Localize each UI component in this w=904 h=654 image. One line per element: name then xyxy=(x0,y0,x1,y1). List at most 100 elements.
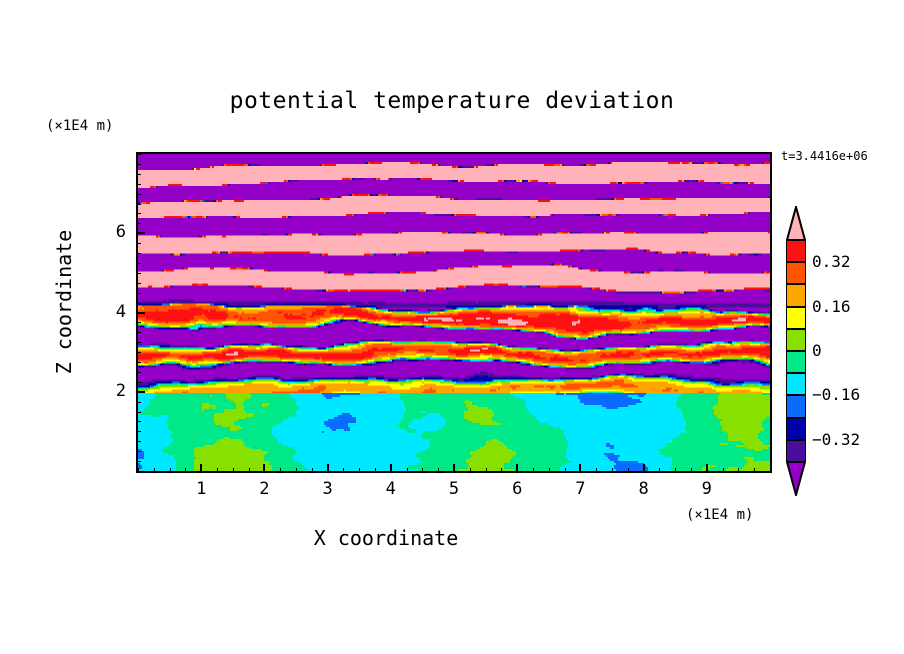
x-axis-tick-label: 5 xyxy=(448,479,460,499)
y-axis-tick-label: 6 xyxy=(115,222,126,243)
y-axis-tick-label: 2 xyxy=(115,380,126,401)
x-axis-minor-tick xyxy=(422,468,424,473)
colorbar-band xyxy=(786,417,806,440)
y-axis-minor-tick xyxy=(136,431,141,433)
colorbar-band xyxy=(786,240,806,263)
y-axis-minor-tick xyxy=(136,223,141,225)
x-axis-minor-tick xyxy=(770,468,771,473)
x-axis-minor-tick xyxy=(722,468,724,473)
x-axis-minor-tick xyxy=(153,468,155,473)
y-axis-minor-tick xyxy=(136,401,141,403)
colorbar-tick-label: 0.32 xyxy=(812,252,851,272)
x-axis-tick-label: 4 xyxy=(385,479,396,499)
x-axis-minor-tick xyxy=(217,468,218,473)
x-axis-tick-label: 6 xyxy=(512,479,523,499)
x-axis-major-tick xyxy=(705,464,708,473)
y-axis-minor-tick xyxy=(136,371,141,373)
x-axis-minor-tick xyxy=(612,468,613,473)
y-axis-minor-tick xyxy=(136,471,141,472)
x-axis-minor-tick xyxy=(596,468,598,473)
x-axis-major-tick xyxy=(389,464,392,473)
colorbar-overflow-arrow-bottom xyxy=(785,461,807,499)
x-axis-minor-tick xyxy=(564,468,566,473)
x-axis-minor-tick xyxy=(248,468,250,473)
timestamp-annotation: t=3.4416e+06 xyxy=(781,149,868,163)
y-axis-title: Z coordinate xyxy=(52,229,76,375)
y-axis-minor-tick xyxy=(136,451,141,453)
y-axis-minor-tick xyxy=(136,154,141,155)
y-axis-minor-tick xyxy=(136,272,141,274)
x-axis-minor-tick xyxy=(375,468,376,473)
x-axis-minor-tick xyxy=(438,468,440,473)
y-axis-minor-tick xyxy=(136,332,141,334)
x-axis-major-tick xyxy=(200,464,203,473)
y-axis-minor-tick xyxy=(136,342,141,344)
y-axis-minor-tick xyxy=(136,193,141,195)
y-axis-minor-tick xyxy=(136,322,141,324)
y-axis-minor-tick xyxy=(136,292,141,294)
y-axis-minor-tick xyxy=(136,203,141,205)
x-axis-minor-tick xyxy=(280,468,282,473)
colorbar-overflow-arrow-top xyxy=(785,203,807,241)
x-axis-minor-tick xyxy=(548,468,550,473)
x-axis-title: X coordinate xyxy=(313,526,459,550)
colorbar-tick-label: 0.16 xyxy=(812,296,851,316)
colorbar-band xyxy=(786,328,806,351)
y-axis-minor-tick xyxy=(136,352,141,354)
y-axis-minor-tick xyxy=(136,173,141,175)
y-axis-minor-tick xyxy=(136,441,141,443)
y-axis-minor-tick xyxy=(136,381,141,383)
x-axis-minor-tick xyxy=(343,468,345,473)
colorbar-band xyxy=(786,262,806,285)
y-axis-minor-tick xyxy=(136,183,141,185)
colorbar-band xyxy=(786,306,806,329)
x-axis-minor-tick xyxy=(311,468,313,473)
x-axis-minor-tick xyxy=(675,468,677,473)
x-axis-minor-tick xyxy=(359,468,361,473)
x-axis-major-tick xyxy=(516,464,519,473)
x-axis-tick-label: 2 xyxy=(259,479,270,499)
y-axis-minor-tick xyxy=(136,421,141,423)
y-axis-minor-tick xyxy=(136,243,141,245)
x-axis-minor-tick xyxy=(501,468,503,473)
scalar-field-image xyxy=(138,154,770,471)
x-axis-minor-tick xyxy=(138,468,139,473)
x-axis-minor-tick xyxy=(533,468,534,473)
x-axis-major-tick xyxy=(326,464,329,473)
x-axis-minor-tick xyxy=(485,468,487,473)
x-axis-major-tick xyxy=(579,464,582,473)
colorbar xyxy=(785,203,807,499)
x-axis-minor-tick xyxy=(406,468,408,473)
colorbar-band xyxy=(786,373,806,396)
y-axis-major-tick xyxy=(136,390,145,393)
y-axis-major-tick xyxy=(136,232,145,235)
colorbar-tick-label: −0.16 xyxy=(812,385,861,405)
x-axis-tick-label: 9 xyxy=(701,479,712,499)
x-axis-minor-tick xyxy=(169,468,171,473)
page-title: potential temperature deviation xyxy=(229,88,675,114)
y-axis-minor-tick xyxy=(136,362,141,364)
x-axis-major-tick xyxy=(263,464,266,473)
colorbar-band xyxy=(786,395,806,418)
x-axis-minor-tick xyxy=(659,468,661,473)
x-axis-minor-tick xyxy=(754,468,756,473)
x-axis-tick-label: 7 xyxy=(575,479,586,499)
x-axis-major-tick xyxy=(642,464,645,473)
y-axis-minor-tick xyxy=(136,411,141,413)
colorbar-band xyxy=(786,351,806,374)
y-axis-minor-tick xyxy=(136,163,141,165)
x-axis-minor-tick xyxy=(738,468,740,473)
y-axis-minor-tick xyxy=(136,253,141,255)
x-axis-minor-tick xyxy=(185,468,187,473)
x-axis-major-tick xyxy=(453,464,455,473)
colorbar-band xyxy=(786,284,806,307)
x-axis-tick-label: 3 xyxy=(322,479,333,499)
y-axis-unit-label: (×1E4 m) xyxy=(46,118,114,134)
x-axis-minor-tick xyxy=(296,468,297,473)
x-axis-minor-tick xyxy=(627,468,629,473)
y-axis-minor-tick xyxy=(136,262,141,264)
y-axis-tick-label: 4 xyxy=(115,301,126,322)
x-axis-minor-tick xyxy=(469,468,471,473)
contour-plot-area xyxy=(136,152,772,473)
